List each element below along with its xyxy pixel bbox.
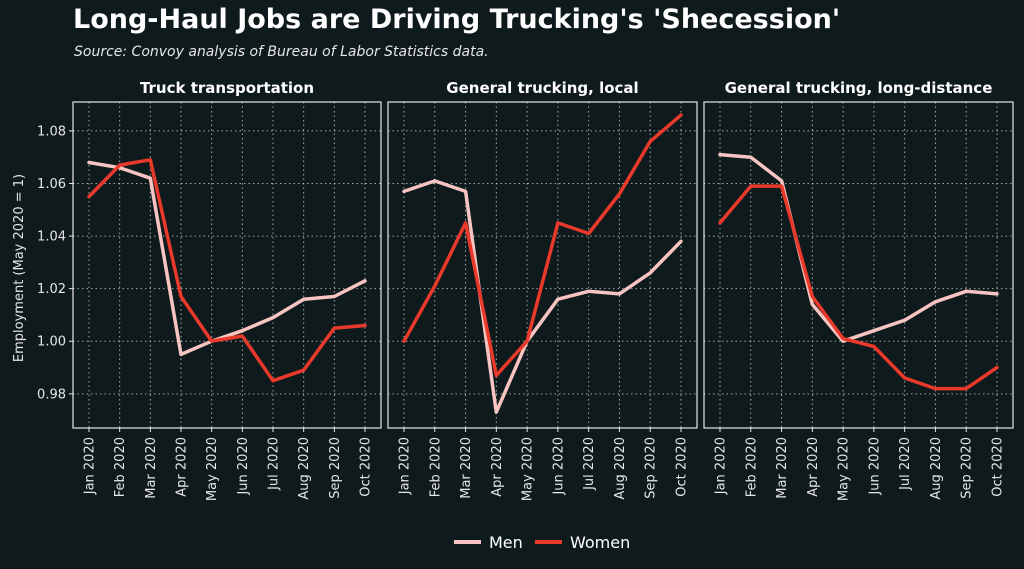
panel-border [703,101,1014,429]
x-tick-label: Sep 2020 [960,437,975,499]
panel-2: General trucking, local Jan 2020 Feb 2020 M… [387,79,698,501]
y-axis-label: Employment (May 2020 = 1) [12,174,27,362]
x-tick-label: May 2020 [837,437,852,501]
x-tick-label: Sep 2020 [328,437,343,499]
panel-border [387,101,698,429]
series-line-men [718,152,999,343]
panels: Truck transportation 0.98 1.00 1.02 1.04 1.06… [37,79,1014,501]
series-line-women [718,184,999,391]
y-tick-label: 1.04 [37,230,66,245]
x-tick-label: Jun 2020 [867,437,882,496]
panel-1: Truck transportation 0.98 1.00 1.02 1.04 1.06… [37,79,382,501]
x-tick-label: Sep 2020 [644,437,659,499]
legend-label-men: Men [489,533,523,552]
x-tick-label: Aug 2020 [929,437,944,500]
panel-3: General trucking, long-distance Jan 2020 F… [703,79,1014,501]
x-tick-label: Jun 2020 [551,437,566,496]
series-line-women [87,158,367,383]
series-line-women [402,113,683,378]
x-tick-label: Feb 2020 [113,437,128,497]
panel-title: General trucking, long-distance [725,79,993,97]
x-tick-label: Jul 2020 [582,437,597,491]
x-tick-label: Jun 2020 [236,437,251,496]
x-tick-label: Feb 2020 [428,437,443,497]
series-line-men [87,160,367,357]
legend: Men Women [454,533,630,552]
panel-title: Truck transportation [140,79,314,97]
series-line-men [402,179,683,414]
x-tick-label: Apr 2020 [175,437,190,497]
x-tick-label: Feb 2020 [744,437,759,497]
x-tick-label: May 2020 [205,437,220,501]
x-tick-label: Jul 2020 [267,437,282,491]
x-tick-label: Oct 2020 [991,437,1006,497]
x-tick-label: Jan 2020 [714,437,729,495]
x-tick-label: Apr 2020 [490,437,505,497]
x-tick-label: Mar 2020 [775,437,790,499]
y-tick-label: 0.98 [37,387,66,402]
x-tick-label: May 2020 [521,437,536,501]
panel-border [72,101,382,429]
y-tick-label: 1.02 [37,282,66,297]
chart-title: Long-Haul Jobs are Driving Trucking's 'S… [73,4,841,35]
x-tick-label: Jan 2020 [398,437,413,495]
x-tick-label: Apr 2020 [806,437,821,497]
chart-subtitle: Source: Convoy analysis of Bureau of Lab… [74,44,489,60]
y-tick-label: 1.06 [37,177,66,192]
x-tick-label: Aug 2020 [297,437,312,500]
x-tick-label: Oct 2020 [359,437,374,497]
x-tick-label: Aug 2020 [613,437,628,500]
panel-title: General trucking, local [446,79,638,97]
y-tick-label: 1.08 [37,124,66,139]
y-tick-label: 1.00 [37,335,66,350]
x-tick-label: Mar 2020 [144,437,159,499]
x-tick-label: Jan 2020 [83,437,98,495]
x-tick-label: Mar 2020 [459,437,474,499]
x-tick-label: Jul 2020 [898,437,913,491]
legend-label-women: Women [570,533,630,552]
x-tick-label: Oct 2020 [675,437,690,497]
